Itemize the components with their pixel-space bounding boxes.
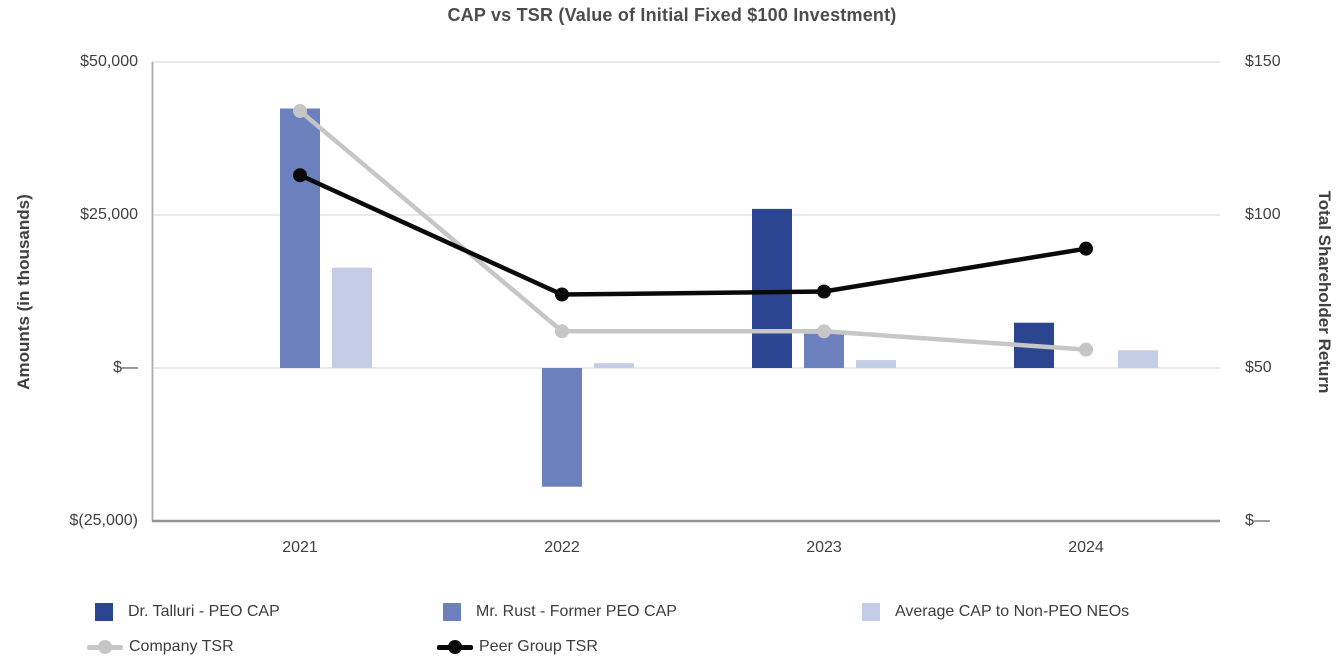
bar xyxy=(804,333,844,368)
x-tick-label: 2022 xyxy=(544,539,580,556)
bar xyxy=(856,360,896,368)
bar xyxy=(542,368,582,487)
left-tick-label: $(25,000) xyxy=(69,512,139,529)
x-tick-label: 2021 xyxy=(282,539,318,556)
left-tick-label: $25,000 xyxy=(80,206,138,223)
legend-square-swatch xyxy=(95,603,113,621)
bar xyxy=(332,267,372,368)
legend-label: Company TSR xyxy=(129,638,234,655)
data-point xyxy=(555,324,569,339)
bar xyxy=(1118,350,1158,368)
legend-dot-marker xyxy=(448,640,462,654)
x-tick-label: 2024 xyxy=(1068,539,1104,556)
legend-label: Peer Group TSR xyxy=(479,638,598,655)
legend-square-swatch xyxy=(862,603,880,621)
bar xyxy=(752,208,792,368)
line-series xyxy=(297,108,1089,352)
left-tick-label: $50,000 xyxy=(80,53,138,70)
chart-title: CAP vs TSR (Value of Initial Fixed $100 … xyxy=(447,5,897,25)
right-tick-label: $150 xyxy=(1245,53,1281,70)
legend-line-dot-swatch xyxy=(87,638,123,656)
legend-dot-marker xyxy=(98,640,112,654)
data-point xyxy=(293,103,307,118)
data-point xyxy=(555,287,569,302)
right-tick-label: $100 xyxy=(1245,206,1281,223)
legend-item: Dr. Talluri - PEO CAP xyxy=(95,602,280,622)
legend-item: Peer Group TSR xyxy=(437,637,598,657)
legend-item: Mr. Rust - Former PEO CAP xyxy=(443,602,677,622)
legend-label: Mr. Rust - Former PEO CAP xyxy=(476,603,677,620)
right-tick-label: $50 xyxy=(1245,359,1272,376)
right-tick-label: $— xyxy=(1245,512,1270,529)
x-tick-label: 2023 xyxy=(806,539,842,556)
data-point xyxy=(1079,241,1093,256)
bar xyxy=(280,108,320,369)
legend-label: Dr. Talluri - PEO CAP xyxy=(128,603,280,620)
data-point xyxy=(293,168,307,183)
legend-line-dot-swatch xyxy=(437,638,473,656)
left-tick-label: $— xyxy=(113,359,138,376)
legend-item: Company TSR xyxy=(87,637,234,657)
data-point xyxy=(817,324,831,339)
data-point xyxy=(1079,342,1093,357)
legend-square-swatch xyxy=(443,603,461,621)
bar xyxy=(594,363,634,368)
line-series xyxy=(297,172,1089,297)
legend-item: Average CAP to Non-PEO NEOs xyxy=(862,602,1129,622)
legend-label: Average CAP to Non-PEO NEOs xyxy=(895,603,1130,620)
data-point xyxy=(817,284,831,299)
